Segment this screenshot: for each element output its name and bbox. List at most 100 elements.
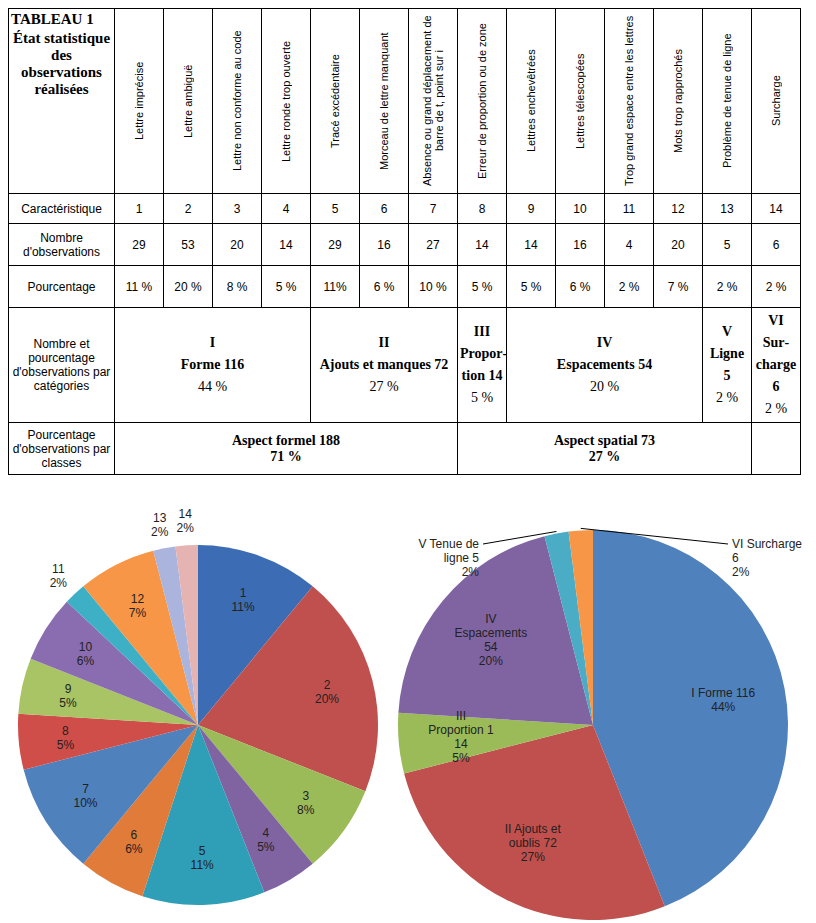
svg-text:111%: 111%: [232, 586, 255, 614]
html-text:Sur­charge: Sur­charge: [755, 335, 797, 372]
html-text:27 %: 27 %: [369, 379, 399, 394]
svg-text:66%: 66%: [125, 828, 143, 856]
html-text:5 %: 5 %: [520, 279, 542, 294]
html-text:V: V: [721, 324, 733, 339]
html-text:16: 16: [377, 237, 391, 252]
html-text:1: 1: [135, 201, 143, 216]
html-text:11 %: 11 %: [125, 279, 153, 294]
svg-text:112%: 112%: [50, 562, 68, 590]
svg-text:127%: 127%: [129, 592, 147, 620]
html-text:5 %: 5 %: [275, 279, 297, 294]
html-text:20: 20: [230, 237, 244, 252]
html-text:Espacements 54: Espacements 54: [556, 357, 653, 372]
html-text:II: II: [378, 335, 390, 350]
html-text:2 %: 2 %: [618, 279, 640, 294]
html-text:14: 14: [279, 237, 293, 252]
svg-text:142%: 142%: [177, 507, 195, 535]
svg-text:85%: 85%: [57, 724, 75, 752]
html-text:2 %: 2 %: [715, 390, 739, 405]
svg-text:45%: 45%: [257, 826, 275, 854]
svg-text:VI Surcharge62%: VI Surcharge62%: [732, 537, 802, 579]
html-text:29: 29: [328, 237, 342, 252]
html-text:Lettre imprécise: Lettre imprécise: [133, 61, 145, 141]
html-text:14: 14: [475, 237, 489, 252]
html-text:Erreur de proportion ou de zon: Erreur de proportion ou de zone: [476, 23, 488, 179]
html-text:10 %: 10 %: [419, 279, 447, 294]
html-text:71 %: 71 %: [270, 448, 302, 464]
html-text:Problème de tenue de ligne: Problème de tenue de ligne: [721, 33, 733, 169]
html-text:7: 7: [429, 201, 437, 216]
html-text:Trop grand espace entre les le: Trop grand espace entre les lettres: [623, 15, 635, 187]
html-text:Absence ou grand déplacement d: Absence ou grand déplacement de barre de…: [421, 15, 445, 187]
html-text:Aspect formel 188: Aspect formel 188: [232, 432, 340, 448]
svg-text:95%: 95%: [59, 682, 77, 710]
html-text:2 %: 2 %: [765, 279, 787, 294]
svg-text:220%: 220%: [315, 678, 339, 706]
html-text:Propor­tion 14: Propor­tion 14: [460, 346, 508, 383]
html-text:11: 11: [622, 201, 636, 216]
html-text:Pourcentage: Pourcentage: [27, 279, 96, 294]
html-text:7 %: 7 %: [667, 279, 689, 294]
html-text:Pourcentage d'observations par: Pourcentage d'observations par classes: [12, 427, 111, 470]
html-text:Forme 116: Forme 116: [180, 357, 245, 372]
svg-text:IIIProportion 1145%: IIIProportion 1145%: [428, 709, 494, 765]
html-text:5: 5: [331, 201, 339, 216]
html-text:14: 14: [524, 237, 538, 252]
html-text:20 %: 20 %: [589, 379, 620, 394]
html-text:Lettre ambiguë: Lettre ambiguë: [182, 64, 194, 138]
svg-text:511%: 511%: [191, 844, 214, 872]
svg-text:V Tenue deligne 52%: V Tenue deligne 52%: [419, 537, 480, 579]
html-text:8 %: 8 %: [226, 279, 248, 294]
svg-text:I Forme 11644%: I Forme 11644%: [691, 686, 755, 714]
html-text:Lettre ronde trop ouverte: Lettre ronde trop ouverte: [280, 40, 292, 162]
svg-text:132%: 132%: [151, 511, 169, 539]
html-text:Tracé excédentaire: Tracé excédentaire: [329, 54, 341, 148]
html-text:10: 10: [573, 201, 587, 216]
html-text:IV: IV: [596, 335, 613, 350]
svg-text:IVEspacements5420%: IVEspacements5420%: [454, 612, 527, 668]
html-text:Ajouts et manques 72: Ajouts et manques 72: [319, 357, 449, 372]
html-text:14: 14: [769, 201, 783, 216]
html-text:Mots trop rapprochés: Mots trop rapprochés: [672, 49, 684, 153]
html-text:Surcharge: Surcharge: [770, 75, 782, 127]
html-text:Ligne: Ligne: [709, 346, 745, 361]
html-text:Morceau de lettre manquant: Morceau de lettre manquant: [378, 32, 390, 170]
html-text:TABLEAU 1: TABLEAU 1: [11, 11, 94, 27]
html-text:6 %: 6 %: [373, 279, 395, 294]
html-text:6 %: 6 %: [569, 279, 591, 294]
html-text:III: III: [473, 324, 491, 339]
svg-text:106%: 106%: [77, 640, 95, 668]
html-text:5 %: 5 %: [471, 279, 493, 294]
html-text:4: 4: [282, 201, 290, 216]
html-text:3: 3: [233, 201, 241, 216]
html-text:VI: VI: [768, 313, 784, 328]
html-text:2 %: 2 %: [716, 279, 738, 294]
html-text:2 %: 2 %: [764, 401, 788, 416]
html-text:20: 20: [671, 237, 685, 252]
html-text:12: 12: [671, 201, 685, 216]
svg-text:38%: 38%: [297, 789, 315, 817]
html-text:Lettre non conforme au code: Lettre non conforme au code: [231, 30, 243, 172]
html-text:29: 29: [132, 237, 146, 252]
html-text:Nombre et pourcentage d'observ: Nombre et pourcentage d'observations par…: [12, 337, 111, 393]
svg-text:710%: 710%: [74, 782, 98, 810]
svg-text:II Ajouts etoublis 7227%: II Ajouts etoublis 7227%: [505, 822, 562, 864]
html-text:20 %: 20 %: [174, 279, 202, 294]
html-text:16: 16: [573, 237, 587, 252]
html-text:Lettres enchevêtrées: Lettres enchevêtrées: [525, 49, 537, 153]
html-text:53: 53: [181, 237, 195, 252]
html-text:11%: 11%: [323, 279, 347, 294]
html-text:Lettres télescopées: Lettres télescopées: [574, 53, 586, 149]
html-text:Caractéristique: Caractéristique: [21, 201, 102, 216]
html-text:5 %: 5 %: [470, 390, 494, 405]
html-text:44 %: 44 %: [197, 379, 228, 394]
html-text:2: 2: [184, 201, 192, 216]
html-text:État statistique des observati: État statistique des observations réalis…: [13, 30, 110, 97]
html-text:Nombre d'observations: Nombre d'observations: [23, 230, 100, 259]
html-text:Aspect spatial 73: Aspect spatial 73: [553, 432, 656, 448]
html-text:13: 13: [720, 201, 734, 216]
html-text:6: 6: [380, 201, 388, 216]
html-text:8: 8: [478, 201, 486, 216]
html-text:27 %: 27 %: [588, 448, 621, 464]
html-text:27: 27: [426, 237, 440, 252]
